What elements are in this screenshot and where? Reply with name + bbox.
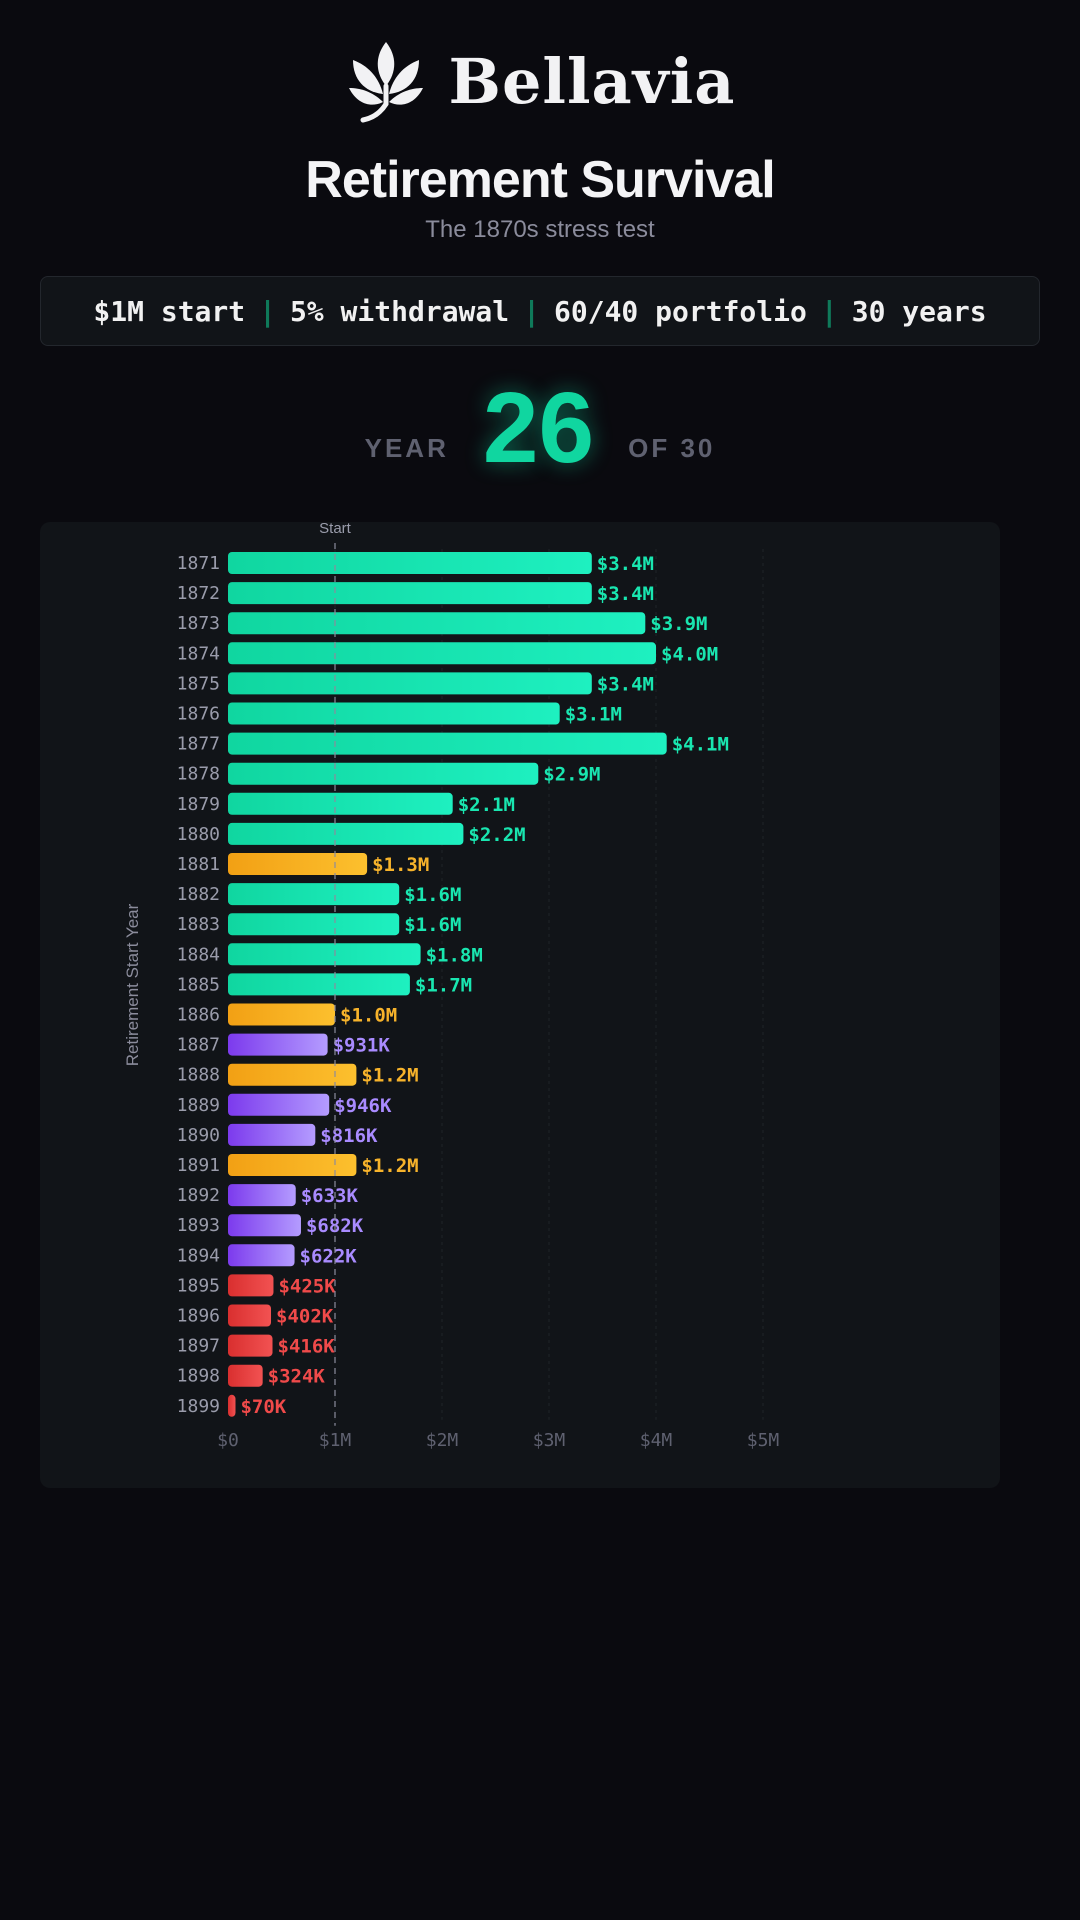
page-subtitle: The 1870s stress test [425,216,655,243]
y-axis-label: Retirement Start Year [123,903,142,1067]
param-separator: | [523,294,540,328]
brand-name: Bellavia [448,44,736,118]
param-portfolio: 60/40 portfolio [554,294,807,328]
scenario-parameters: $1M start | 5% withdrawal | 60/40 portfo… [40,276,1040,346]
param-duration: 30 years [851,294,987,328]
param-start: $1M start [93,294,246,328]
brand-header: Bellavia [0,38,1080,124]
page-title: Retirement Survival [305,151,775,209]
chart-panel [40,522,1000,1488]
year-counter-prefix: YEAR [364,433,449,463]
year-counter-value: 26 [482,372,595,484]
param-separator: | [820,294,838,328]
leaf-logo-icon [348,42,423,123]
year-counter-suffix: OF 30 [628,433,716,463]
param-separator: | [259,294,276,328]
param-withdrawal: 5% withdrawal [289,294,510,328]
year-counter: YEAR 26 OF 30 [0,378,1080,478]
